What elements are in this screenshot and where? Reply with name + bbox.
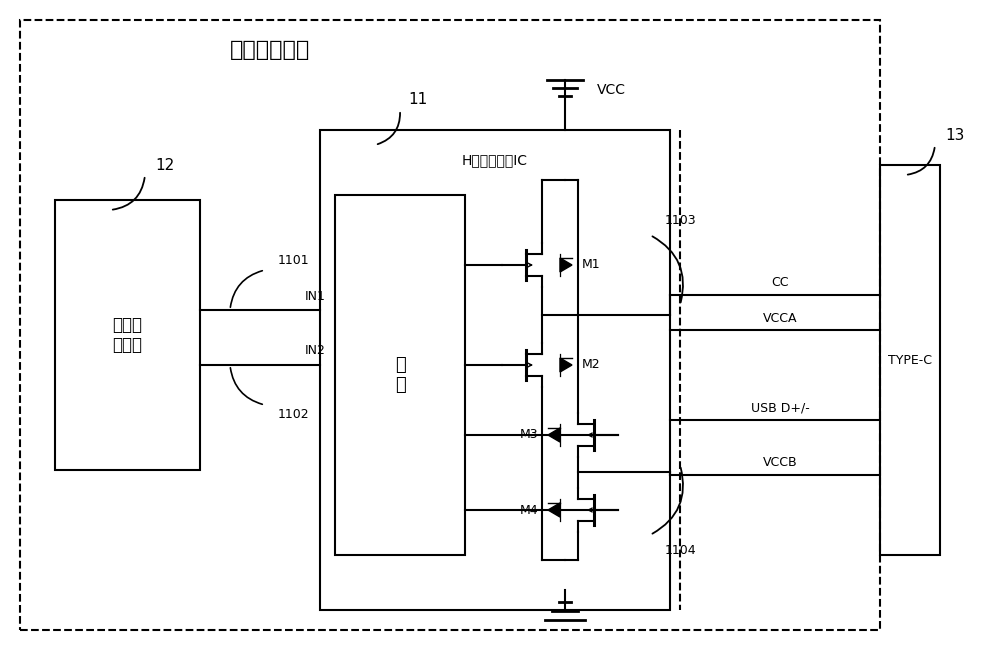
Text: M2: M2 xyxy=(582,359,601,372)
Text: 电机控
制电路: 电机控 制电路 xyxy=(112,315,142,354)
Text: 11: 11 xyxy=(408,92,428,108)
Bar xyxy=(20,20,880,630)
Text: 13: 13 xyxy=(945,128,965,143)
Bar xyxy=(335,195,465,555)
Polygon shape xyxy=(548,503,560,517)
Polygon shape xyxy=(560,358,572,372)
Text: M3: M3 xyxy=(519,428,538,441)
Bar xyxy=(880,165,940,555)
Polygon shape xyxy=(548,428,560,442)
Text: 驱
动: 驱 动 xyxy=(395,355,405,394)
Bar xyxy=(320,130,670,610)
Text: 1104: 1104 xyxy=(665,544,697,557)
Text: 1101: 1101 xyxy=(278,253,310,266)
Text: 1102: 1102 xyxy=(278,408,310,421)
Text: CC: CC xyxy=(771,277,789,290)
Text: M1: M1 xyxy=(582,259,601,272)
Text: USB D+/-: USB D+/- xyxy=(751,401,809,415)
Text: 1103: 1103 xyxy=(665,213,697,226)
Bar xyxy=(55,200,200,470)
Text: VCCB: VCCB xyxy=(763,457,797,470)
Text: 接口适配电路: 接口适配电路 xyxy=(230,40,310,60)
Polygon shape xyxy=(560,258,572,272)
Text: TYPE-C: TYPE-C xyxy=(888,353,932,366)
Text: IN2: IN2 xyxy=(305,344,326,357)
Text: IN1: IN1 xyxy=(305,290,326,303)
Text: VCC: VCC xyxy=(597,83,626,97)
Text: M4: M4 xyxy=(519,504,538,517)
Text: H桥电机驱动IC: H桥电机驱动IC xyxy=(462,153,528,167)
Text: 12: 12 xyxy=(155,157,175,172)
Text: VCCA: VCCA xyxy=(763,312,797,324)
